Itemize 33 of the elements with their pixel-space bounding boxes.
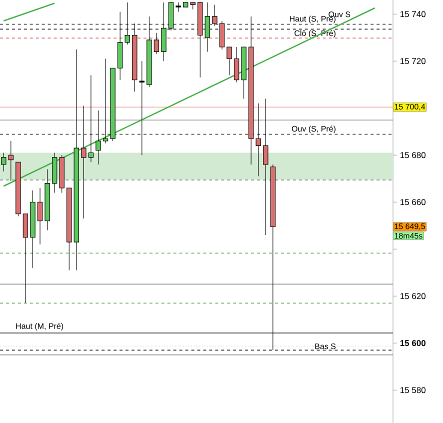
candlestick (16, 162, 21, 216)
ref-line-label: Bas S (315, 343, 336, 350)
annotation: Ouv S (328, 12, 350, 18)
candlestick (66, 188, 72, 271)
candlestick (22, 214, 28, 304)
candlestick (154, 32, 160, 54)
candlestick (270, 164, 276, 350)
ref-line-label: Ouv (S, Pré) (292, 126, 336, 134)
candlestick (37, 188, 43, 245)
ref-line-label: Haut (M, Pré) (16, 322, 64, 330)
text: 15 649,5 (394, 223, 425, 230)
ref-line-label: 15 700,4 (394, 104, 426, 110)
candlestick (52, 152, 58, 193)
candlestick (241, 46, 246, 99)
candlestick (8, 140, 14, 182)
candlestick (59, 154, 64, 193)
y-tick-label: 15 620 (400, 293, 426, 300)
y-tick-label: 15 680 (400, 152, 426, 158)
candlestick (176, 2, 181, 12)
text: 18m45s (394, 232, 422, 239)
candlestick (226, 46, 232, 76)
y-tick-label: 15 740 (400, 11, 426, 18)
candlestick (182, 2, 188, 8)
y-tick-label: 15 720 (400, 58, 426, 64)
y-tick-label: 15 600 (400, 340, 426, 346)
ref-line-label: Haut (S, Pré) (290, 16, 336, 24)
candlestick (30, 190, 36, 268)
candlestick (44, 168, 50, 231)
candlestick (1, 152, 6, 172)
y-tick-label: 15 660 (400, 199, 426, 206)
candlestick (190, 2, 196, 10)
y-tick-label: 15 580 (400, 387, 426, 394)
candlestick (234, 46, 240, 83)
